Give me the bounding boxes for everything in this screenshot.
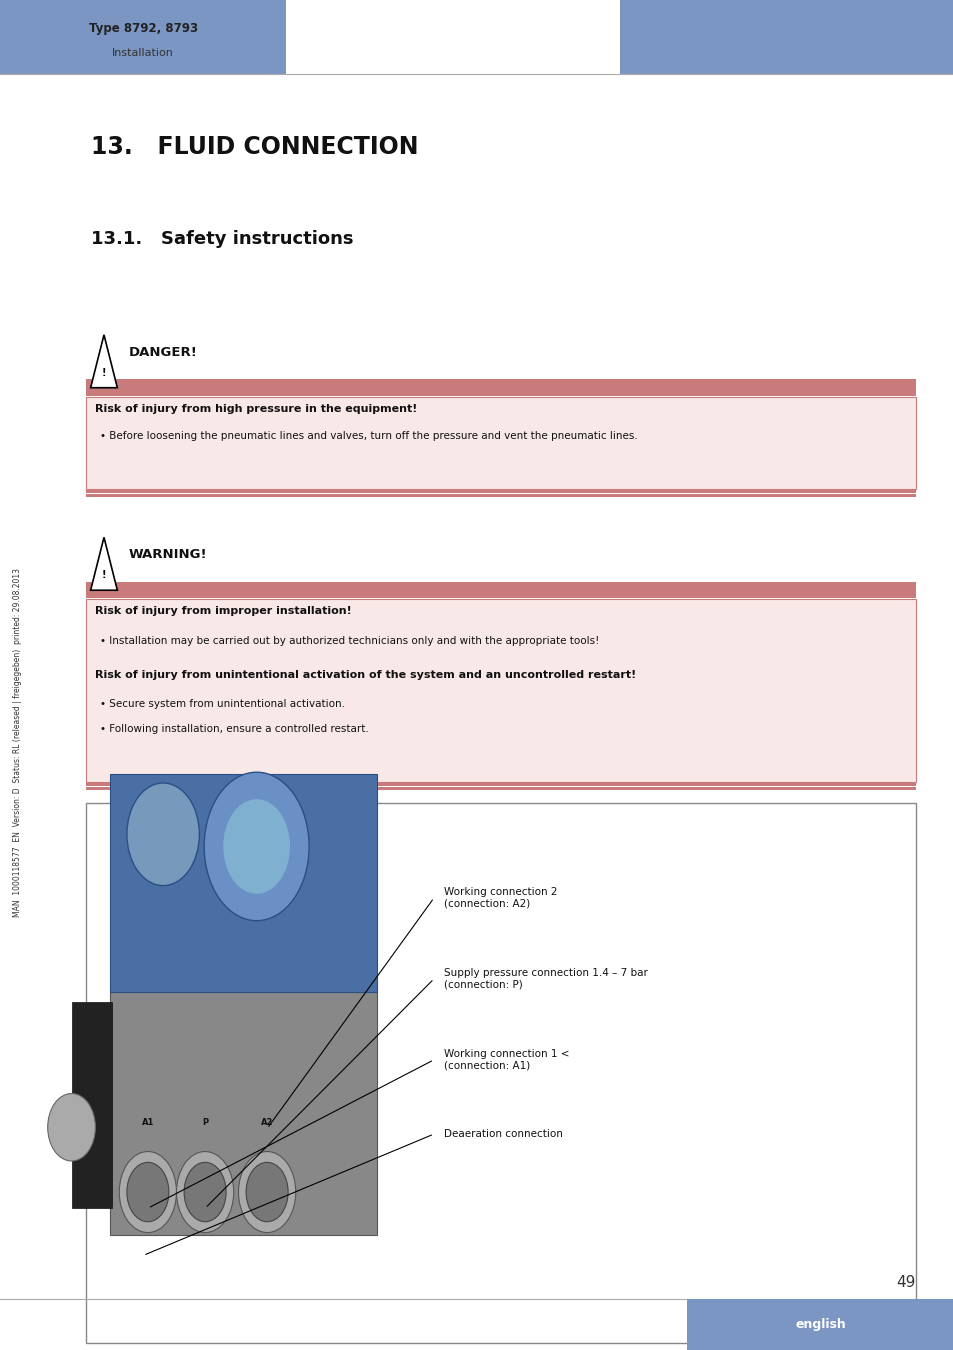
Text: Installation: Installation xyxy=(112,49,173,58)
Text: Risk of injury from unintentional activation of the system and an uncontrolled r: Risk of injury from unintentional activa… xyxy=(95,670,636,679)
FancyBboxPatch shape xyxy=(86,582,915,598)
Text: MAN  1000118577  EN  Version: D  Status: RL (released | freigegeben)  printed: 2: MAN 1000118577 EN Version: D Status: RL … xyxy=(12,568,22,917)
Circle shape xyxy=(708,9,721,28)
FancyBboxPatch shape xyxy=(110,774,376,992)
Text: 13.1.   Safety instructions: 13.1. Safety instructions xyxy=(91,230,353,247)
FancyBboxPatch shape xyxy=(619,0,953,74)
Text: !: ! xyxy=(102,570,106,580)
Text: WARNING!: WARNING! xyxy=(129,548,207,562)
Text: 13.   FLUID CONNECTION: 13. FLUID CONNECTION xyxy=(91,135,417,159)
FancyBboxPatch shape xyxy=(0,0,286,74)
FancyBboxPatch shape xyxy=(686,1299,953,1350)
FancyBboxPatch shape xyxy=(86,803,915,1343)
FancyBboxPatch shape xyxy=(110,992,376,1235)
Circle shape xyxy=(48,1094,95,1161)
Text: Supply pressure connection 1.4 – 7 bar
(connection: P): Supply pressure connection 1.4 – 7 bar (… xyxy=(443,968,647,990)
Text: Type 8792, 8793: Type 8792, 8793 xyxy=(89,22,197,35)
FancyBboxPatch shape xyxy=(71,1002,112,1208)
FancyBboxPatch shape xyxy=(86,489,915,493)
Text: A1: A1 xyxy=(142,1118,153,1127)
Circle shape xyxy=(127,1162,169,1222)
Text: • Before loosening the pneumatic lines and valves, turn off the pressure and ven: • Before loosening the pneumatic lines a… xyxy=(100,431,638,440)
FancyBboxPatch shape xyxy=(86,782,915,786)
Text: Risk of injury from high pressure in the equipment!: Risk of injury from high pressure in the… xyxy=(95,404,417,413)
Text: Risk of injury from improper installation!: Risk of injury from improper installatio… xyxy=(95,606,352,616)
Text: Working connection 1 <
(connection: A1): Working connection 1 < (connection: A1) xyxy=(443,1049,569,1071)
Text: !: ! xyxy=(102,367,106,378)
Circle shape xyxy=(184,1162,226,1222)
Polygon shape xyxy=(91,537,117,590)
Text: P: P xyxy=(202,1118,208,1127)
FancyBboxPatch shape xyxy=(86,494,915,497)
Circle shape xyxy=(223,799,290,894)
FancyBboxPatch shape xyxy=(720,14,815,24)
FancyBboxPatch shape xyxy=(86,599,915,782)
Circle shape xyxy=(238,1152,295,1233)
Circle shape xyxy=(176,1152,233,1233)
Circle shape xyxy=(119,1152,176,1233)
Text: FLUID CONTROL SYSTEMS: FLUID CONTROL SYSTEMS xyxy=(740,57,822,62)
Text: • Following installation, ensure a controlled restart.: • Following installation, ensure a contr… xyxy=(100,724,369,733)
Text: DANGER!: DANGER! xyxy=(129,346,197,359)
Circle shape xyxy=(684,9,698,28)
Text: Deaeration connection: Deaeration connection xyxy=(443,1129,562,1139)
Text: A2: A2 xyxy=(261,1118,273,1127)
Text: bürkert: bürkert xyxy=(740,24,822,43)
Text: • Secure system from unintentional activation.: • Secure system from unintentional activ… xyxy=(100,699,345,709)
FancyBboxPatch shape xyxy=(86,787,915,790)
Circle shape xyxy=(127,783,199,886)
Text: 49: 49 xyxy=(896,1274,915,1291)
Text: english: english xyxy=(794,1318,845,1331)
Text: • Installation may be carried out by authorized technicians only and with the ap: • Installation may be carried out by aut… xyxy=(100,636,598,645)
Circle shape xyxy=(660,9,674,28)
FancyBboxPatch shape xyxy=(86,379,915,396)
Text: Working connection 2
(connection: A2): Working connection 2 (connection: A2) xyxy=(443,887,557,909)
FancyBboxPatch shape xyxy=(86,397,915,489)
Circle shape xyxy=(246,1162,288,1222)
Circle shape xyxy=(204,772,309,921)
Polygon shape xyxy=(91,335,117,387)
